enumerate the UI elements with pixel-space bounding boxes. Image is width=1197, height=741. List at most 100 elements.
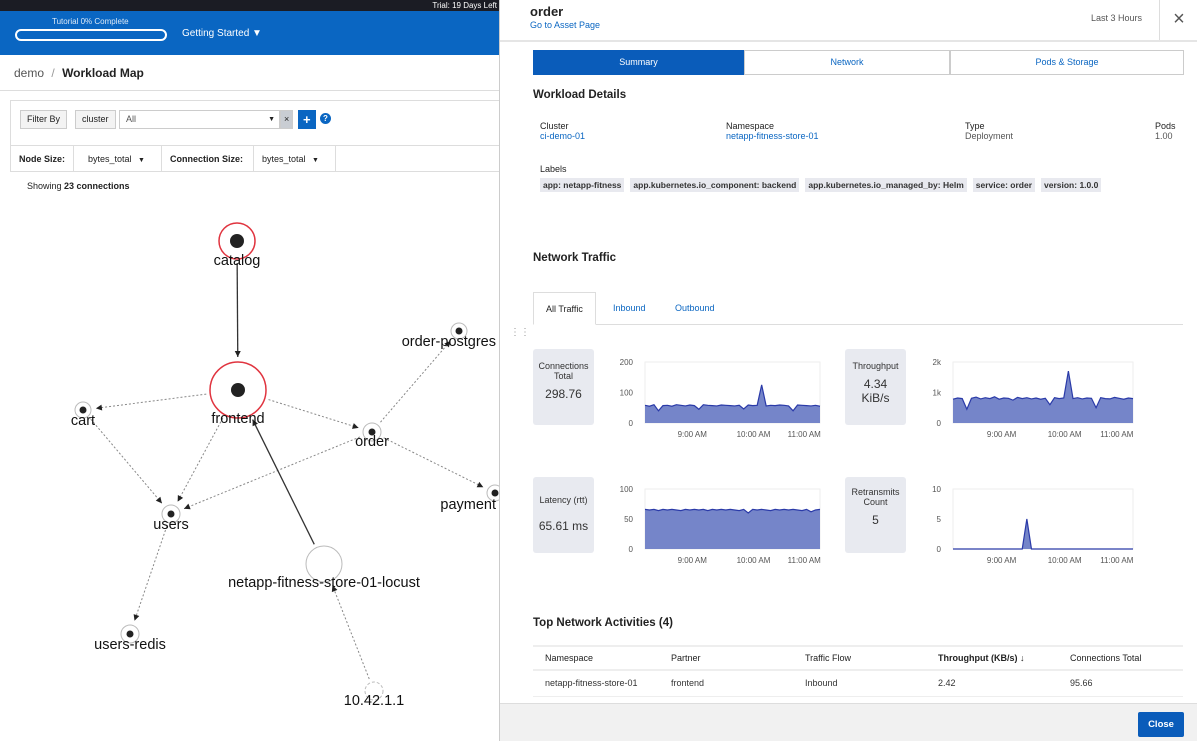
arrow-head-icon [331,585,338,593]
col-traffic-flow[interactable]: Traffic Flow [793,645,926,671]
connection-size-label: Connection Size: [162,146,254,172]
panel-title: order [530,4,564,19]
table-row[interactable]: netapp-fitness-store-01 frontend Inbound… [533,670,1183,697]
getting-started-dropdown[interactable]: Getting Started ▼ [182,28,262,39]
filter-value: All [126,114,137,124]
x-tick-label: 11:00 AM [788,556,822,565]
node-label: payment [440,497,496,513]
detail-key: Cluster [540,121,569,131]
table-header-row: Namespace Partner Traffic Flow Throughpu… [533,645,1183,671]
clear-filter-button[interactable]: × [280,110,294,129]
connections-count: Showing 23 connections [27,181,130,191]
network-traffic-heading: Network Traffic [533,252,617,264]
detail-value: Deployment [965,131,1014,141]
x-tick-label: 10:00 AM [1048,430,1082,439]
col-namespace[interactable]: Namespace [533,645,659,671]
filter-by-label: Filter By [20,110,68,129]
col-throughput[interactable]: Throughput (KB/s) ↓ [926,645,1058,671]
kpi-value: 298.76 [545,387,582,401]
node-label: cart [71,413,95,429]
labels-list: app: netapp-fitness app.kubernetes.io_co… [540,178,1140,192]
x-tick-label: 9:00 AM [678,556,708,565]
detail-key: Pods [1155,121,1176,131]
chart-area [953,371,1133,423]
traffic-tabs: All Traffic Inbound Outbound [533,292,1183,325]
arrow-head-icon [476,481,484,488]
caret-down-icon: ▼ [268,116,275,123]
node-label: users-redis [94,637,166,653]
filter-panel: Filter By cluster All ▼ × + ? Node Size: … [10,100,500,172]
node-size-value: bytes_total [88,154,132,164]
tab-network[interactable]: Network [744,50,950,75]
graph-node [305,545,343,583]
breadcrumb: demo / Workload Map [0,55,499,91]
chart-area [953,519,1133,549]
kpi-value: 65.61 ms [538,519,589,533]
time-range[interactable]: Last 3 Hours [1091,13,1143,23]
showing-prefix: Showing [27,181,65,191]
help-icon[interactable]: ? [320,113,331,124]
kpi-throughput: Throughput 4.34 KiB/s [845,349,906,425]
cell-throughput: 2.42 [926,670,1058,697]
trial-banner: Trial: 19 Days Left [0,0,499,11]
chart-area [645,384,820,423]
cluster-link[interactable]: ci-demo-01 [540,131,586,141]
close-button[interactable]: Close [1138,712,1184,737]
chart-area [645,509,820,549]
x-tick-label: 9:00 AM [678,430,708,439]
cell-namespace: netapp-fitness-store-01 [533,670,659,697]
filter-value-select[interactable]: All ▼ [119,110,280,129]
kpi-label: Connections Total [538,361,589,381]
size-options: Node Size: bytes_total ▼ Connection Size… [11,145,500,172]
kpi-label: Retransmits Count [851,487,900,507]
col-partner[interactable]: Partner [659,645,793,671]
label-tag: app.kubernetes.io_managed_by: Helm [805,178,967,192]
service-icon [79,406,87,414]
arrow-head-icon [183,503,191,510]
node-label: catalog [214,253,261,269]
detail-key: Namespace [726,121,775,131]
tutorial-progress-bar[interactable] [15,29,167,41]
add-filter-button[interactable]: + [298,110,316,129]
tab-inbound[interactable]: Inbound [613,303,646,313]
y-tick-label: 200 [620,358,634,367]
breadcrumb-separator: / [51,66,55,80]
workload-map[interactable]: catalog frontend cart order order-postgres pa… [0,195,499,741]
kpi-value: 4.34 KiB/s [861,377,890,405]
tab-pods-storage[interactable]: Pods & Storage [950,50,1184,75]
namespace-link[interactable]: netapp-fitness-store-01 [726,131,819,141]
filter-field[interactable]: cluster [75,110,116,129]
drag-handle-icon[interactable]: ⋮⋮ [510,327,530,338]
chart-plot-area [952,361,1134,424]
go-to-asset-link[interactable]: Go to Asset Page [530,20,601,30]
chart-line [644,508,821,514]
node-size-select[interactable]: bytes_total ▼ [80,146,162,172]
x-tick-label: 9:00 AM [987,556,1017,565]
y-tick-label: 0 [629,419,634,428]
tab-all-traffic[interactable]: All Traffic [533,292,596,325]
service-icon [126,630,134,638]
details-panel: order Go to Asset Page Last 3 Hours × ⋮⋮… [499,0,1197,741]
labels-heading: Labels [540,164,567,174]
caret-down-icon: ▼ [138,157,145,164]
y-tick-label: 2k [933,358,942,367]
arrow-head-icon [252,419,258,427]
node-label: users [153,517,188,533]
cell-partner: frontend [659,670,793,697]
label-tag: version: 1.0.0 [1041,178,1102,192]
y-tick-label: 0 [937,419,942,428]
chart-plot-area [644,361,821,424]
tab-outbound[interactable]: Outbound [675,303,715,313]
node-label: order-postgres [402,334,496,350]
breadcrumb-parent[interactable]: demo [14,66,45,80]
node-size-label: Node Size: [11,146,75,172]
service-icon [167,510,175,518]
close-icon[interactable]: × [1159,0,1197,40]
x-tick-label: 11:00 AM [1100,430,1134,439]
y-tick-label: 50 [624,515,633,524]
x-tick-label: 10:00 AM [1048,556,1082,565]
panel-header: order Go to Asset Page Last 3 Hours × [500,0,1197,42]
connection-size-select[interactable]: bytes_total ▼ [254,146,336,172]
col-connections[interactable]: Connections Total [1058,645,1183,671]
tab-summary[interactable]: Summary [533,50,744,75]
